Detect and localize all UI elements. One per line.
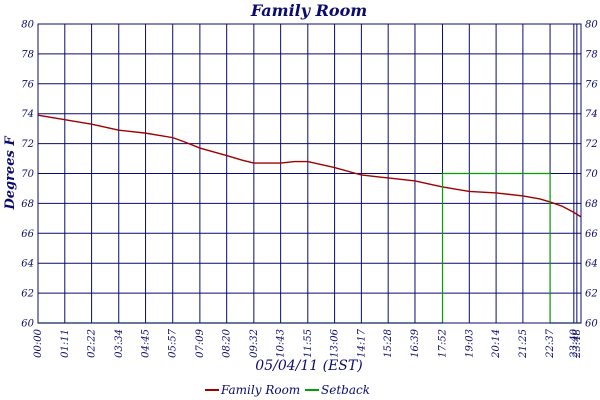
x-tick-label: 08:20 (222, 328, 233, 357)
y-tick-label-left: 78 (21, 49, 34, 60)
y-tick-label-right: 70 (585, 169, 598, 180)
x-tick-label: 07:09 (195, 328, 206, 357)
x-tick-label: 10:43 (276, 329, 287, 358)
y-tick-label-right: 74 (585, 109, 598, 120)
y-tick-label-left: 70 (21, 169, 34, 180)
x-tick-label: 14:17 (356, 328, 367, 357)
x-tick-label: 23:40 (569, 328, 580, 358)
y-tick-label-left: 68 (21, 199, 34, 210)
x-tick-label: 17:52 (438, 329, 449, 358)
y-tick-label-right: 66 (585, 229, 598, 240)
setback-line (38, 172, 581, 324)
x-tick-label: 21:25 (518, 329, 529, 359)
y-tick-label-right: 78 (585, 49, 598, 60)
chart-title: Family Room (250, 1, 367, 20)
x-tick-label: 00:00 (33, 328, 44, 357)
y-tick-label-left: 76 (21, 79, 34, 90)
x-tick-label: 11:55 (303, 329, 314, 358)
x-tick-label: 13:06 (330, 328, 341, 357)
y-tick-label-left: 72 (21, 139, 34, 150)
x-tick-label: 15:28 (383, 329, 394, 358)
legend-label-family-room: Family Room (220, 383, 300, 397)
y-tick-label-right: 64 (585, 259, 598, 270)
y-tick-label-left: 66 (21, 229, 34, 240)
y-axis-label: Degrees F (3, 136, 18, 211)
y-tick-label-left: 80 (21, 20, 34, 31)
x-tick-label: 05:57 (168, 328, 179, 357)
x-tick-label: 02:22 (87, 329, 98, 358)
series-layer (37, 114, 582, 324)
x-tick-label: 09:32 (249, 329, 260, 358)
y-tick-label-right: 80 (585, 20, 598, 31)
x-tick-label: 19:03 (464, 329, 475, 358)
x-tick-labels: 00:00 01:11 02:22 03:34 04:45 05:57 07:09 08:20… (33, 328, 583, 358)
y-tick-label-left: 62 (21, 289, 34, 300)
y-tick-label-right: 76 (585, 79, 598, 90)
x-tick-label: 23:48 (572, 329, 583, 359)
legend-label-setback: Setback (321, 383, 370, 397)
x-tick-label: 20:14 (491, 329, 502, 359)
y-tick-label-right: 60 (585, 319, 598, 330)
y-tick-label-left: 64 (21, 259, 34, 270)
legend: Family Room Setback (205, 383, 370, 397)
x-tick-label: 16:39 (410, 328, 421, 357)
plot-frame (37, 23, 582, 324)
y-tick-label-right: 72 (585, 139, 598, 150)
x-tick-label: 03:34 (114, 329, 125, 358)
y-tick-label-left: 74 (21, 109, 34, 120)
x-tick-label: 01:11 (60, 329, 71, 358)
y-tick-label-left: 60 (21, 319, 34, 330)
y-tick-label-right: 62 (585, 289, 598, 300)
x-tick-label: 22:37 (545, 328, 556, 358)
y-tick-labels: 60 60 62 62 64 64 66 66 68 68 70 70 72 72 74 74 76 76 78 78… (21, 20, 598, 330)
y-tick-label-right: 68 (585, 199, 598, 210)
x-tick-label: 04:45 (141, 329, 152, 358)
x-axis-label: 05/04/11 (EST) (255, 358, 362, 374)
family-room-line (37, 114, 582, 218)
